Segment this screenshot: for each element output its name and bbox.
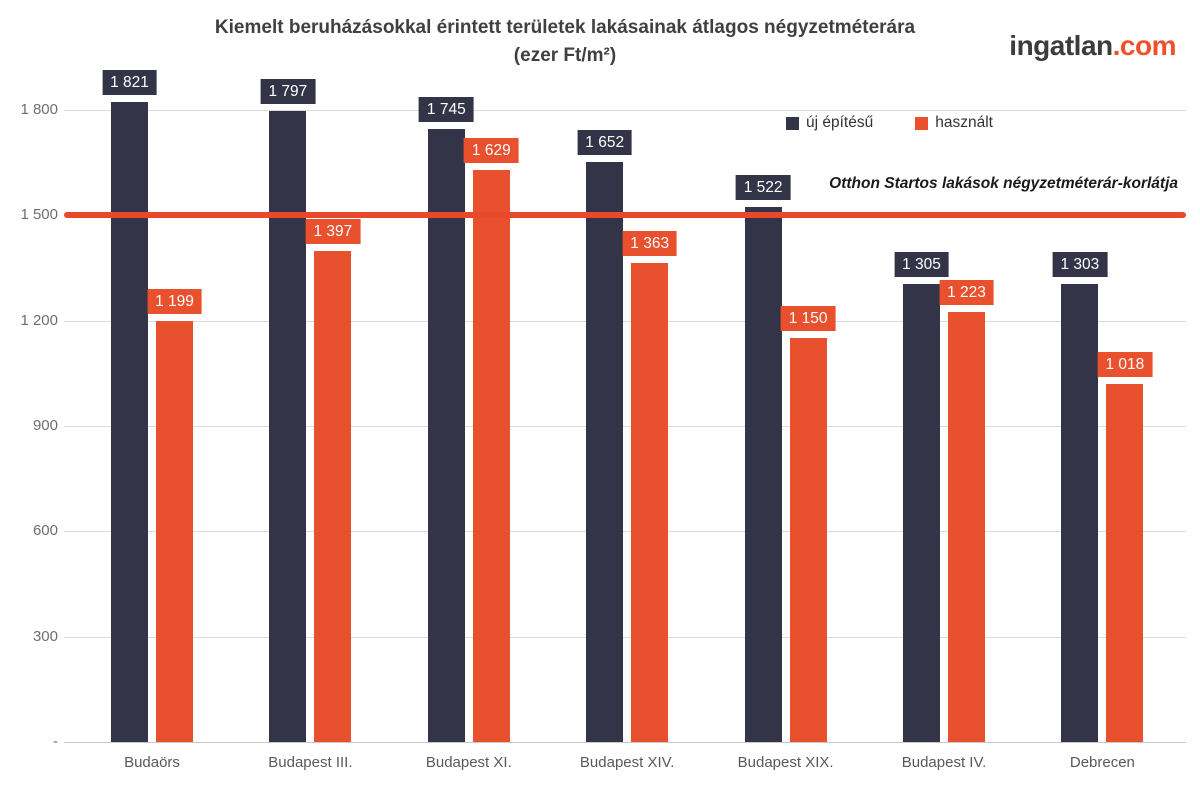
y-axis-tick-900: 900 [32,416,58,434]
x-axis-label-3: Budapest XIV. [579,754,675,771]
legend-swatch-used [915,116,929,130]
bar-value-label-new-build-2: 1 745 [418,97,474,123]
x-axis-label-0: Budaörs [124,754,180,771]
reference-line [64,212,1186,219]
legend-item-used: használt [915,114,993,132]
bar-value-label-new-build-3: 1 652 [577,129,633,155]
bar-value-label-new-build-5: 1 305 [894,251,949,277]
gridline-y900 [64,425,1186,427]
bar-value-label-used-1: 1 397 [305,219,361,245]
legend-label-used: használt [935,114,993,131]
bar-new-build-6 [1061,284,1099,742]
legend-label-new-build: új építésű [806,114,874,131]
bar-value-label-used-2: 1 629 [463,137,519,163]
bar-new-build-2 [427,129,465,742]
chart-title-line2: (ezer Ft/m²) [513,45,617,66]
bar-used-3 [631,263,669,742]
reference-line-label: Otthon Startos lakások négyzetméterár-ko… [829,175,1178,193]
y-axis-tick-1500: 1 500 [20,206,58,224]
x-axis-label-1: Budapest III. [268,754,353,771]
bar-value-label-used-5: 1 223 [939,280,994,306]
y-axis-tick-300: 300 [32,627,58,645]
legend: új építésű használt [786,114,993,132]
legend-swatch-new-build [786,116,799,130]
legend-item-new-build: új építésű [786,114,873,132]
bar-used-1 [314,251,352,742]
gridline-y0 [64,742,1186,743]
ingatlan-logo: ingatlan.com [1009,30,1176,62]
gridline-y1800 [64,109,1186,111]
y-axis-tick-1800: 1 800 [20,100,58,118]
logo-tld: .com [1112,30,1177,61]
bar-used-5 [948,312,985,742]
bar-value-label-new-build-0: 1 821 [102,70,157,96]
bar-value-label-new-build-4: 1 522 [735,175,791,201]
bar-used-4 [789,338,827,742]
gridline-y300 [64,636,1186,638]
bar-new-build-1 [269,110,307,742]
logo-name: ingatlan [1009,30,1113,61]
x-axis-label-4: Budapest XIX. [737,754,834,771]
chart-title: Kiemelt beruházásokkal érintett területe… [0,14,1130,70]
bar-value-label-used-4: 1 150 [780,306,836,332]
gridline-y1200 [64,320,1186,322]
gridline-y600 [64,531,1186,533]
bar-used-0 [156,320,193,742]
bar-new-build-4 [744,207,782,742]
bar-value-label-new-build-6: 1 303 [1052,252,1108,278]
x-axis-label-6: Debrecen [1069,754,1135,771]
bar-used-2 [472,169,510,742]
bar-new-build-5 [903,283,940,742]
chart-title-line1: Kiemelt beruházásokkal érintett területe… [214,17,916,38]
y-axis-tick-600: 600 [32,522,58,540]
bar-value-label-used-6: 1 018 [1097,352,1153,378]
bar-value-label-used-3: 1 363 [622,231,678,257]
bar-used-6 [1106,384,1144,742]
bar-value-label-used-0: 1 199 [147,288,202,314]
y-axis-tick-1200: 1 200 [20,311,58,329]
bar-new-build-3 [586,161,624,742]
bar-new-build-0 [111,102,148,742]
x-axis-label-2: Budapest XI. [425,754,512,771]
x-axis-label-5: Budapest IV. [901,754,987,771]
y-axis-tick-0: - [53,733,58,750]
bar-value-label-new-build-1: 1 797 [260,78,316,104]
